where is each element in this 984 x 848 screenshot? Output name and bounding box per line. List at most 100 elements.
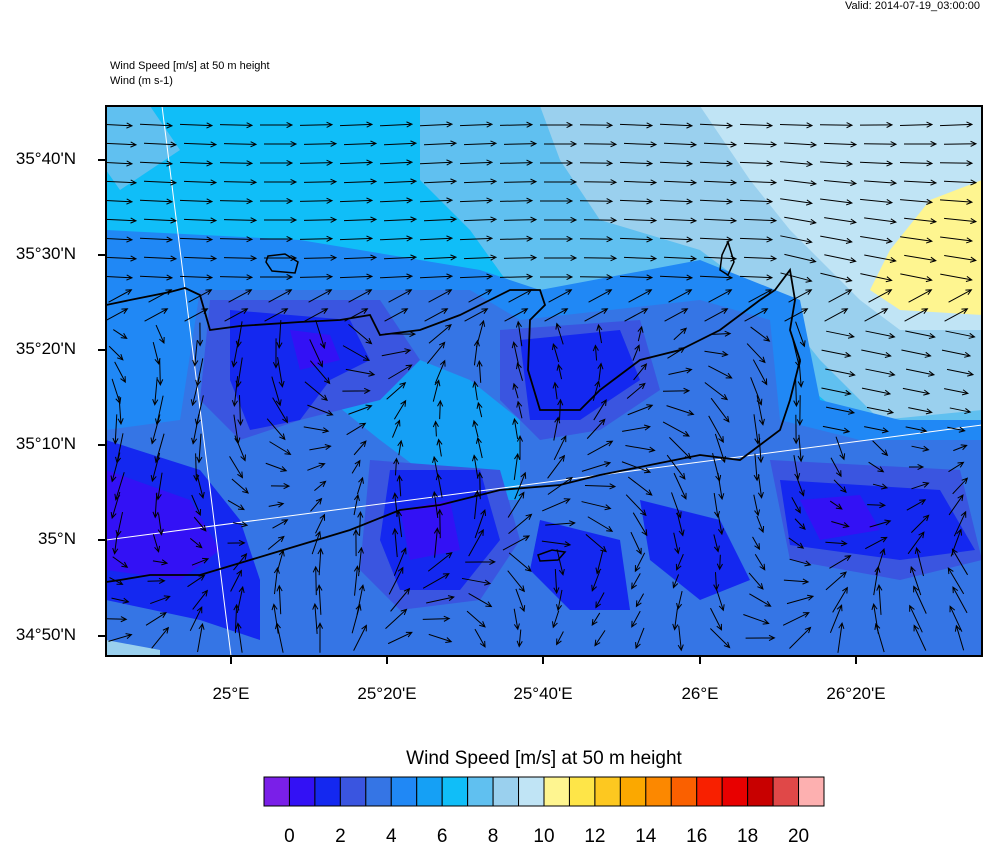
wind-arrow [219,160,254,167]
wind-arrow [150,595,171,605]
wind-arrow [152,377,159,406]
wind-arrow [944,217,978,225]
wind-arrow [556,549,565,576]
wind-arrow [553,435,567,461]
wind-arrow [459,273,494,280]
wind-arrow [314,480,327,491]
wind-arrow [837,622,845,653]
wind-arrow [428,633,453,643]
wind-arrow [435,473,443,498]
wind-arrow [345,368,376,377]
wind-arrow [383,254,418,261]
wind-arrow [145,612,167,626]
wind-arrow [344,308,369,322]
wind-arrow [784,179,818,187]
wind-arrow [579,122,614,129]
wind-arrow [273,566,280,595]
wind-arrow [543,216,578,224]
wind-arrow [511,341,519,364]
wind-arrow [597,362,604,381]
colorbar-box [518,776,545,807]
wind-arrow [392,492,399,517]
wind-arrow [913,624,927,651]
wind-arrow [472,419,479,438]
wind-arrow [908,407,933,415]
wind-arrow [865,368,896,377]
grid-line [106,424,982,541]
wind-arrow [309,360,331,385]
wind-arrow [463,140,498,147]
wind-arrow [271,603,279,634]
wind-arrow [311,530,322,555]
wind-arrow [353,565,360,596]
wind-arrow [824,179,858,187]
wind-arrow [513,452,521,481]
wind-arrow [179,160,214,167]
wind-arrow [789,626,812,649]
lat-label: 34°50'N [15,625,76,644]
wind-arrow [710,397,730,423]
wind-arrow [717,513,724,536]
wind-arrow [825,368,856,377]
colorbar-box [568,776,596,807]
wind-arrow [117,396,124,426]
wind-arrow [583,255,618,262]
wind-arrow [508,289,533,303]
lon-label: 25°E [212,684,250,703]
wind-arrow [625,494,647,517]
island-dia [265,253,299,274]
wind-arrow [379,159,414,166]
wind-arrow [189,606,203,632]
wind-arrow [784,308,809,322]
wind-arrow [822,425,851,434]
wind-arrow [744,308,769,322]
wind-arrow [904,217,938,225]
wind-arrow [233,553,248,571]
wind-arrow [269,441,292,455]
wind-arrow [946,368,975,377]
colorbar-box [798,776,825,807]
wind-arrow [503,216,538,223]
wind-arrow [196,474,205,499]
wind-arrow [791,497,801,514]
wind-arrow [624,308,649,322]
wind-arrow [627,476,653,496]
wind-arrow [548,289,573,303]
wind-arrow [668,367,693,376]
wind-arrow [192,340,199,367]
wind-arrow [106,198,134,205]
wind-arrow [476,360,483,383]
wind-arrow [699,198,734,205]
wind-arrow [824,217,857,225]
wind-arrow [949,407,972,415]
wind-arrow [219,236,254,243]
wind-arrow [595,592,605,609]
wind-arrow [474,628,486,648]
wind-arrow [432,455,439,478]
wind-arrow [796,395,803,426]
wind-arrow [944,308,969,322]
wind-arrow [743,255,778,262]
wind-arrow [231,478,249,494]
wind-arrow [342,387,371,394]
wind-arrow [397,439,404,456]
wind-arrow [499,235,534,242]
wind-arrow [945,330,976,339]
wind-arrow [114,361,126,384]
wind-arrow [234,435,246,462]
wind-arrow [673,327,688,341]
wind-arrow [579,236,614,243]
wind-arrow [271,376,282,407]
wind-arrow [108,289,133,303]
wind-arrow [788,289,813,303]
wind-arrow [637,325,644,342]
wind-arrow [466,610,486,628]
wind-arrow [745,634,776,641]
wind-arrow [869,519,892,528]
wind-arrow [422,573,450,589]
wind-arrow [191,414,200,445]
wind-arrow [183,179,218,186]
colorbar-box [619,776,647,807]
wind-arrow [139,122,174,129]
wind-arrow [433,527,440,558]
